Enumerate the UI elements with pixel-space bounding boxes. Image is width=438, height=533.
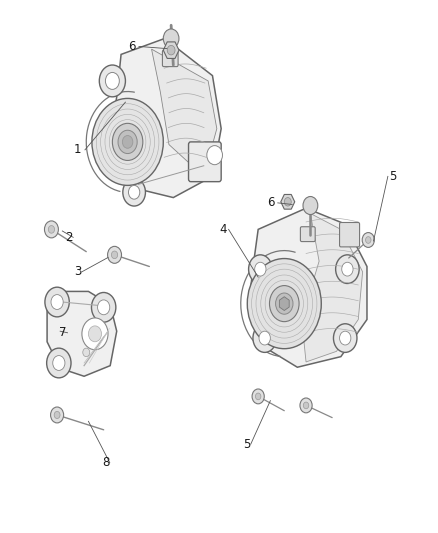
Text: 5: 5	[389, 170, 397, 183]
Circle shape	[123, 179, 145, 206]
FancyBboxPatch shape	[339, 222, 360, 247]
Circle shape	[54, 411, 60, 418]
Circle shape	[113, 123, 143, 160]
Circle shape	[92, 99, 163, 185]
Text: 2: 2	[65, 231, 73, 244]
Circle shape	[111, 251, 118, 259]
Circle shape	[333, 324, 357, 352]
Circle shape	[284, 198, 291, 206]
Text: 6: 6	[128, 40, 136, 53]
Circle shape	[48, 225, 55, 233]
Circle shape	[259, 331, 270, 345]
Polygon shape	[152, 49, 217, 176]
Circle shape	[167, 45, 175, 55]
Circle shape	[88, 326, 102, 342]
Circle shape	[45, 221, 58, 238]
Circle shape	[47, 348, 71, 378]
Circle shape	[106, 72, 119, 90]
Circle shape	[255, 393, 261, 400]
Circle shape	[303, 197, 318, 215]
Circle shape	[339, 331, 351, 345]
Circle shape	[128, 185, 140, 199]
Text: 6: 6	[268, 196, 275, 209]
FancyBboxPatch shape	[188, 142, 221, 182]
Circle shape	[336, 255, 359, 284]
Circle shape	[118, 130, 137, 154]
Circle shape	[276, 293, 293, 314]
Circle shape	[253, 324, 276, 352]
Circle shape	[122, 135, 133, 148]
Circle shape	[108, 246, 121, 263]
Circle shape	[50, 407, 64, 423]
Polygon shape	[108, 38, 221, 198]
Polygon shape	[47, 292, 117, 376]
Text: 7: 7	[59, 326, 66, 340]
Circle shape	[207, 146, 223, 165]
Circle shape	[300, 398, 312, 413]
Text: 8: 8	[102, 456, 110, 469]
Circle shape	[252, 389, 264, 404]
Polygon shape	[302, 214, 363, 362]
Circle shape	[45, 287, 69, 317]
Circle shape	[163, 29, 179, 48]
Circle shape	[99, 65, 125, 97]
Circle shape	[53, 356, 65, 370]
Circle shape	[247, 259, 321, 349]
Circle shape	[83, 348, 90, 357]
FancyBboxPatch shape	[162, 50, 178, 67]
Text: 1: 1	[74, 143, 81, 156]
Circle shape	[51, 295, 63, 310]
Circle shape	[82, 318, 108, 350]
Circle shape	[362, 232, 374, 247]
Text: 4: 4	[219, 223, 227, 236]
Circle shape	[254, 262, 266, 276]
Text: 5: 5	[244, 438, 251, 450]
Circle shape	[98, 300, 110, 315]
Circle shape	[249, 255, 272, 284]
FancyBboxPatch shape	[300, 227, 315, 241]
Circle shape	[92, 293, 116, 322]
Circle shape	[342, 262, 353, 276]
Circle shape	[366, 237, 371, 244]
Text: 3: 3	[74, 265, 81, 278]
Polygon shape	[250, 208, 367, 367]
Circle shape	[303, 402, 309, 409]
Circle shape	[269, 286, 299, 321]
